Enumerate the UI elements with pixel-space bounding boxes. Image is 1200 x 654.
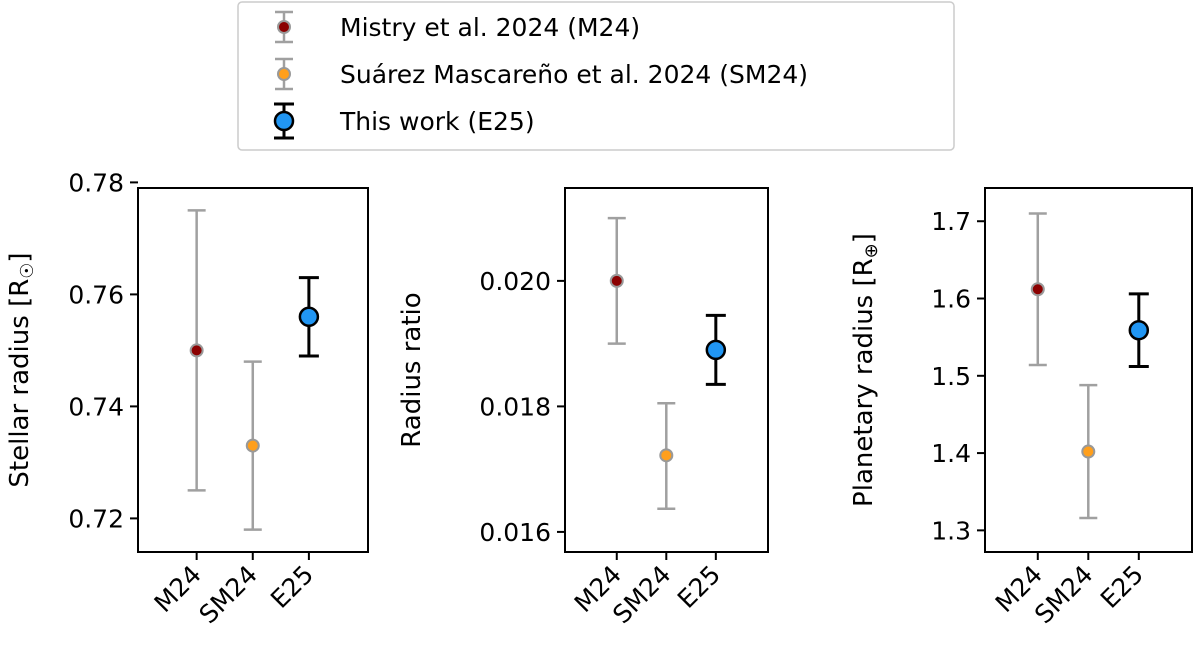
y-tick-label: 0.016 bbox=[479, 518, 551, 547]
y-axis-label: Stellar radius [R☉] bbox=[5, 252, 38, 487]
y-tick-label: 0.74 bbox=[68, 392, 124, 421]
y-tick-label: 1.7 bbox=[931, 207, 971, 236]
legend-label: Mistry et al. 2024 (M24) bbox=[340, 13, 640, 42]
x-tick-label: SM24 bbox=[607, 560, 676, 629]
legend-label: Suárez Mascareño et al. 2024 (SM24) bbox=[340, 60, 808, 89]
data-point-sm24 bbox=[657, 402, 676, 510]
marker bbox=[705, 339, 727, 361]
y-tick-label: 0.020 bbox=[479, 267, 551, 296]
data-point-e25 bbox=[1128, 292, 1150, 369]
legend-marker bbox=[277, 67, 291, 81]
x-tick-label: E25 bbox=[672, 560, 726, 614]
y-tick-label: 0.018 bbox=[479, 392, 551, 421]
legend-frame bbox=[237, 1, 955, 151]
y-tick-label: 1.6 bbox=[931, 285, 971, 314]
y-axis-label: Planetary radius [R⊕] bbox=[849, 233, 882, 507]
legend-marker bbox=[277, 20, 291, 34]
x-tick-label: E25 bbox=[265, 560, 319, 614]
y-tick-label: 0.76 bbox=[68, 280, 124, 309]
marker bbox=[189, 343, 204, 358]
y-tick-label: 1.5 bbox=[931, 362, 971, 391]
marker bbox=[659, 448, 674, 463]
data-point-e25 bbox=[298, 276, 320, 358]
data-point-e25 bbox=[705, 313, 727, 386]
y-tick-label: 1.4 bbox=[931, 439, 971, 468]
legend-entry: Mistry et al. 2024 (M24) bbox=[275, 10, 640, 44]
legend-entry: Suárez Mascareño et al. 2024 (SM24) bbox=[275, 57, 808, 91]
y-tick-label: 1.3 bbox=[931, 516, 971, 545]
marker bbox=[1030, 282, 1045, 297]
y-tick-label: 0.72 bbox=[68, 504, 124, 533]
x-tick-label: E25 bbox=[1095, 560, 1149, 614]
marker bbox=[245, 438, 260, 453]
marker bbox=[1128, 319, 1150, 341]
legend-marker bbox=[273, 110, 295, 132]
data-point-m24 bbox=[1028, 212, 1047, 367]
marker bbox=[609, 273, 624, 288]
y-axis-label: Radius ratio bbox=[397, 292, 427, 447]
data-point-sm24 bbox=[1079, 383, 1098, 520]
legend: Mistry et al. 2024 (M24) Suárez Mascareño… bbox=[237, 1, 955, 151]
data-point-m24 bbox=[187, 209, 206, 492]
y-tick-label: 0.78 bbox=[68, 168, 124, 197]
marker bbox=[298, 306, 320, 328]
data-point-sm24 bbox=[243, 360, 262, 531]
data-point-m24 bbox=[607, 216, 626, 345]
marker bbox=[1081, 444, 1096, 459]
legend-entry: This work (E25) bbox=[273, 102, 535, 140]
x-tick-label: SM24 bbox=[1029, 560, 1098, 629]
x-tick-label: SM24 bbox=[194, 560, 263, 629]
legend-label: This work (E25) bbox=[339, 107, 535, 136]
